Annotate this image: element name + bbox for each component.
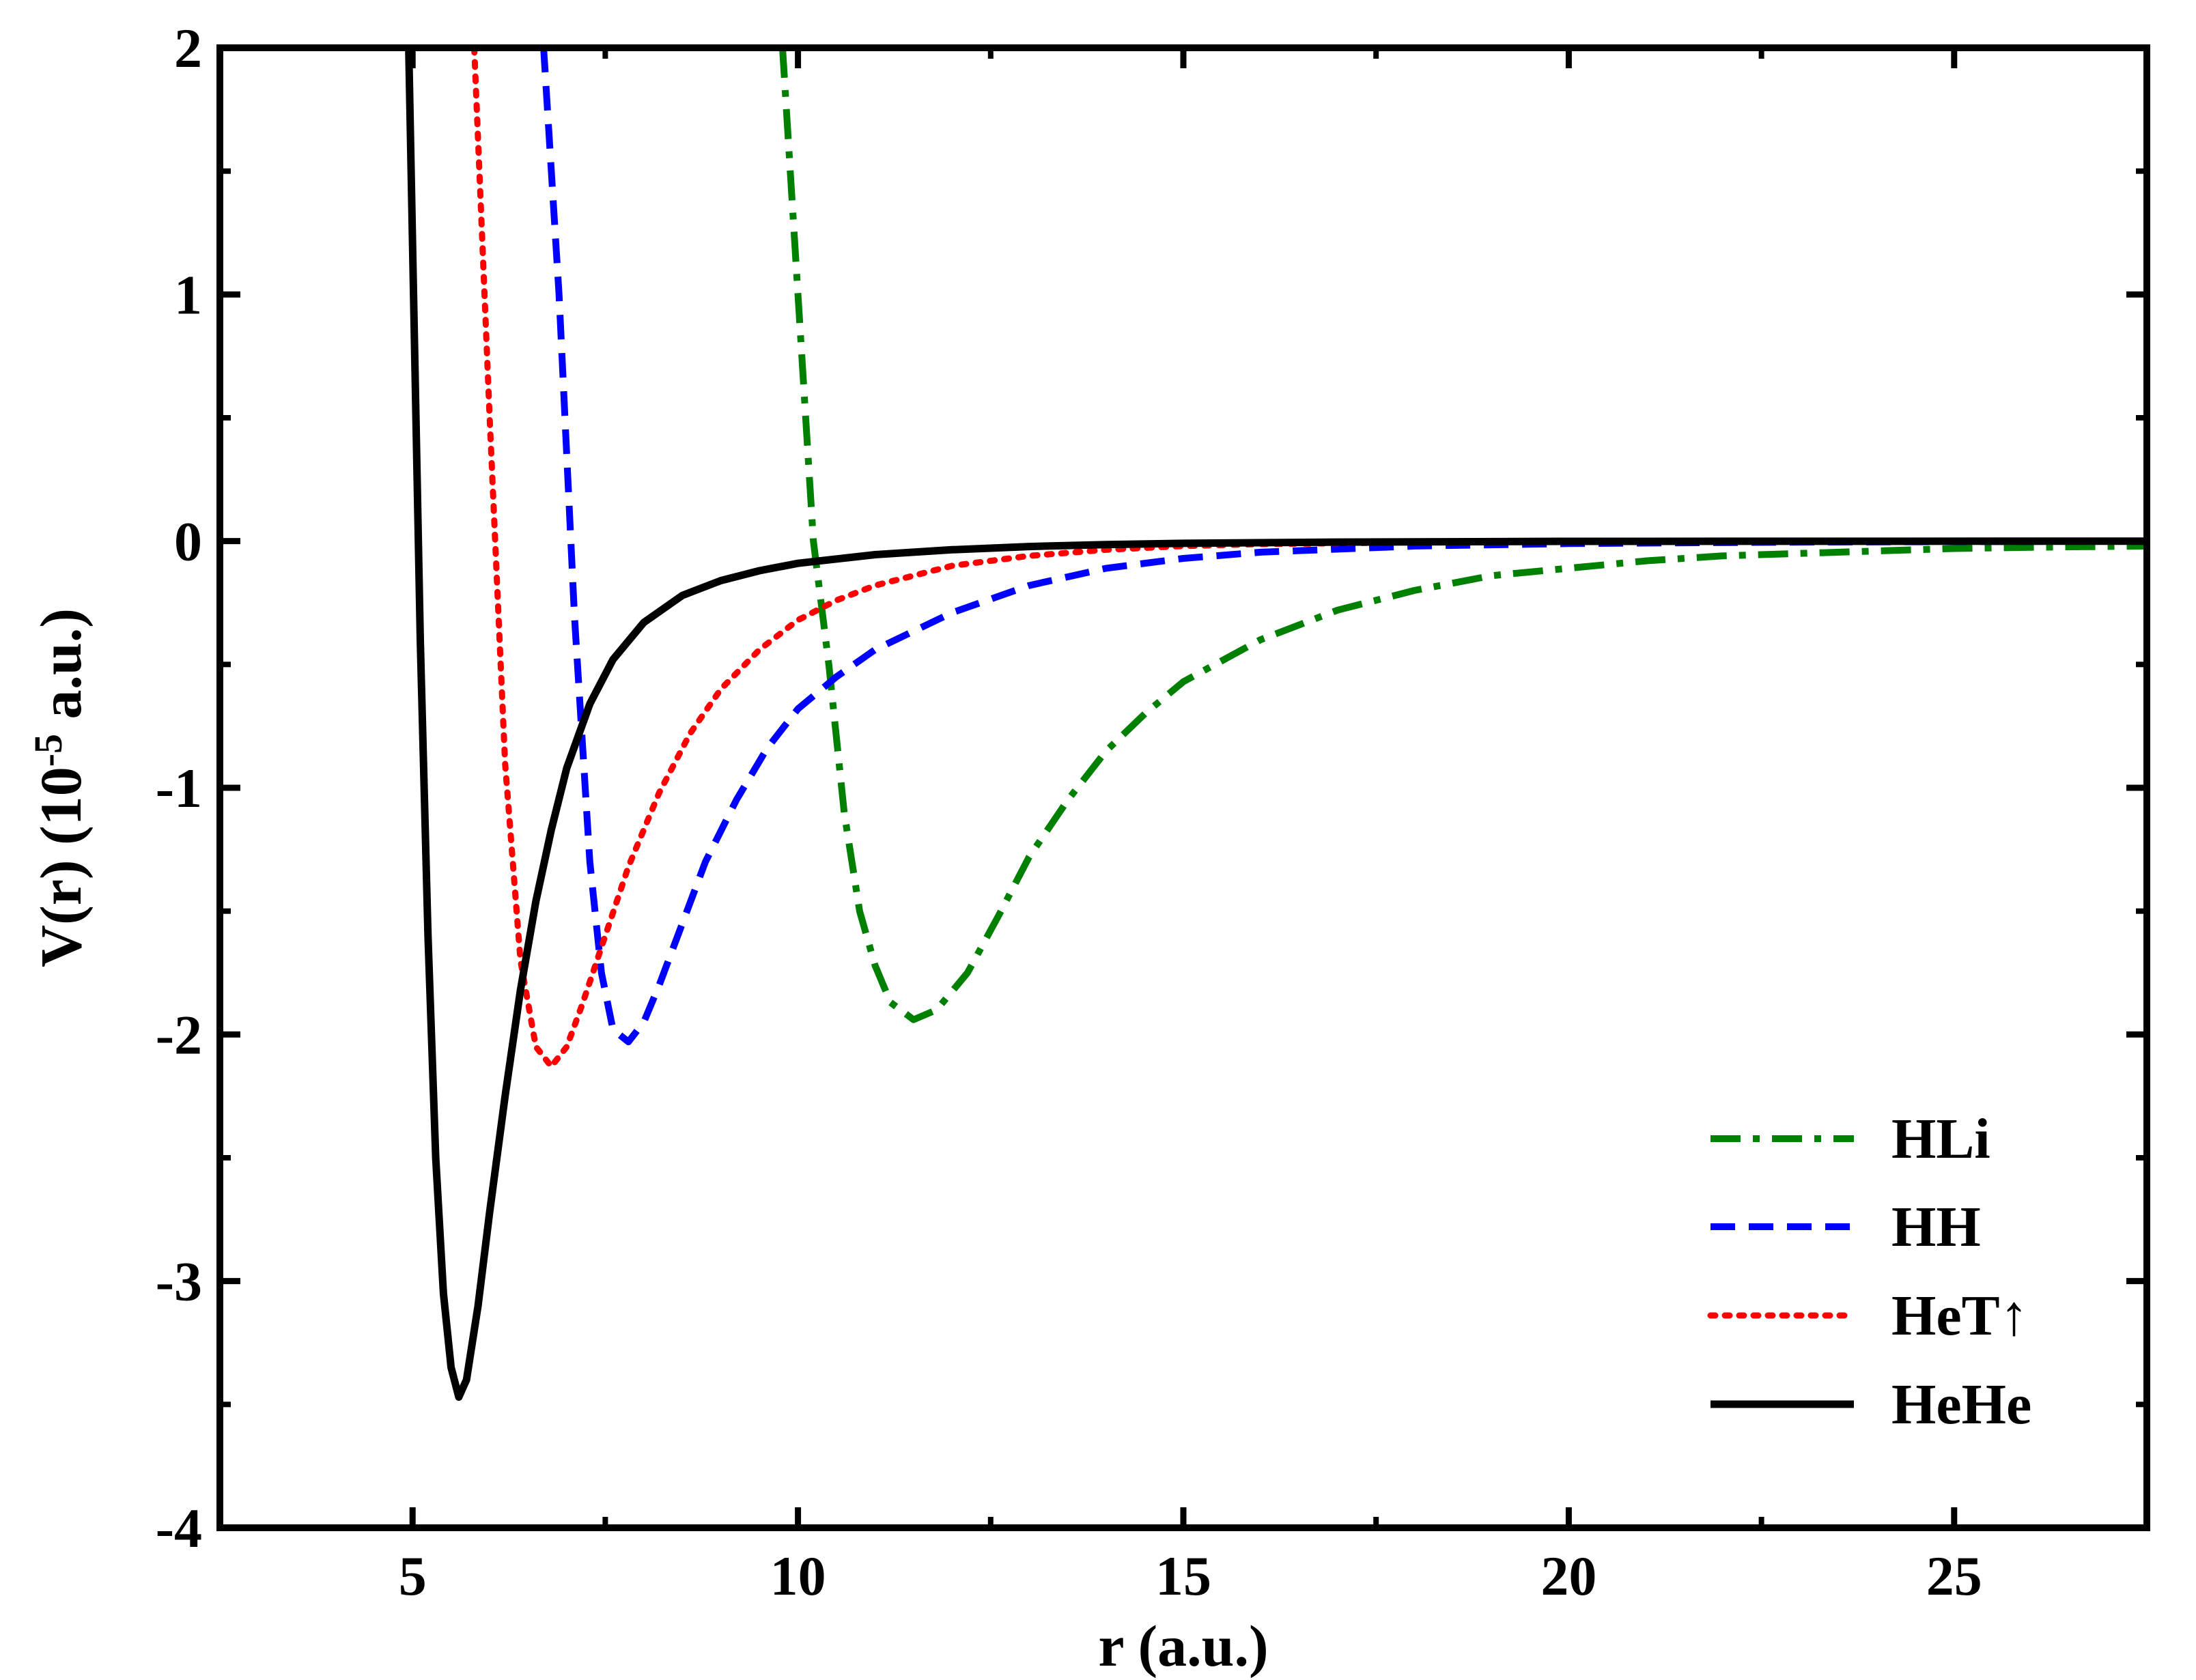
y-tick-label: -4 <box>156 1497 202 1559</box>
series-line-2 <box>471 48 2147 1070</box>
legend-label-1: HH <box>1891 1195 1981 1259</box>
y-axis-title-tail: a.u.) <box>28 608 94 734</box>
y-tick-label: -3 <box>156 1251 202 1313</box>
legend-label-3: HeHe <box>1891 1373 2031 1436</box>
legend: HLi HH HeT↑ HeHe <box>1707 1107 2031 1436</box>
y-tick-label: -2 <box>156 1003 202 1066</box>
legend-label-2: HeT↑ <box>1891 1284 2029 1348</box>
x-tick-label: 10 <box>770 1545 826 1607</box>
x-tick-label: 25 <box>1926 1545 1982 1607</box>
x-tick-label: 15 <box>1155 1545 1211 1607</box>
y-tick-label: 0 <box>174 511 202 573</box>
y-tick-label: 1 <box>174 264 202 326</box>
x-tick-label: 5 <box>399 1545 427 1607</box>
y-axis-title-exponent: -5 <box>26 734 70 767</box>
series-layer <box>405 48 2147 1401</box>
y-axis-title: V(r) (10-5 a.u.) <box>26 608 94 967</box>
series-line-1 <box>540 48 2147 1046</box>
series-line-3 <box>405 48 2147 1401</box>
tick-layer <box>220 44 2147 1531</box>
series-line-0 <box>779 48 2147 1023</box>
x-axis-title: r (a.u.) <box>1098 1613 1268 1679</box>
legend-label-0: HLi <box>1891 1107 1990 1171</box>
x-tick-label: 20 <box>1540 1545 1596 1607</box>
y-axis-title-main: V(r) (10 <box>28 767 94 967</box>
y-tick-label: 2 <box>174 17 202 79</box>
plot-frame <box>216 44 2150 1531</box>
y-tick-label: -1 <box>156 757 202 819</box>
